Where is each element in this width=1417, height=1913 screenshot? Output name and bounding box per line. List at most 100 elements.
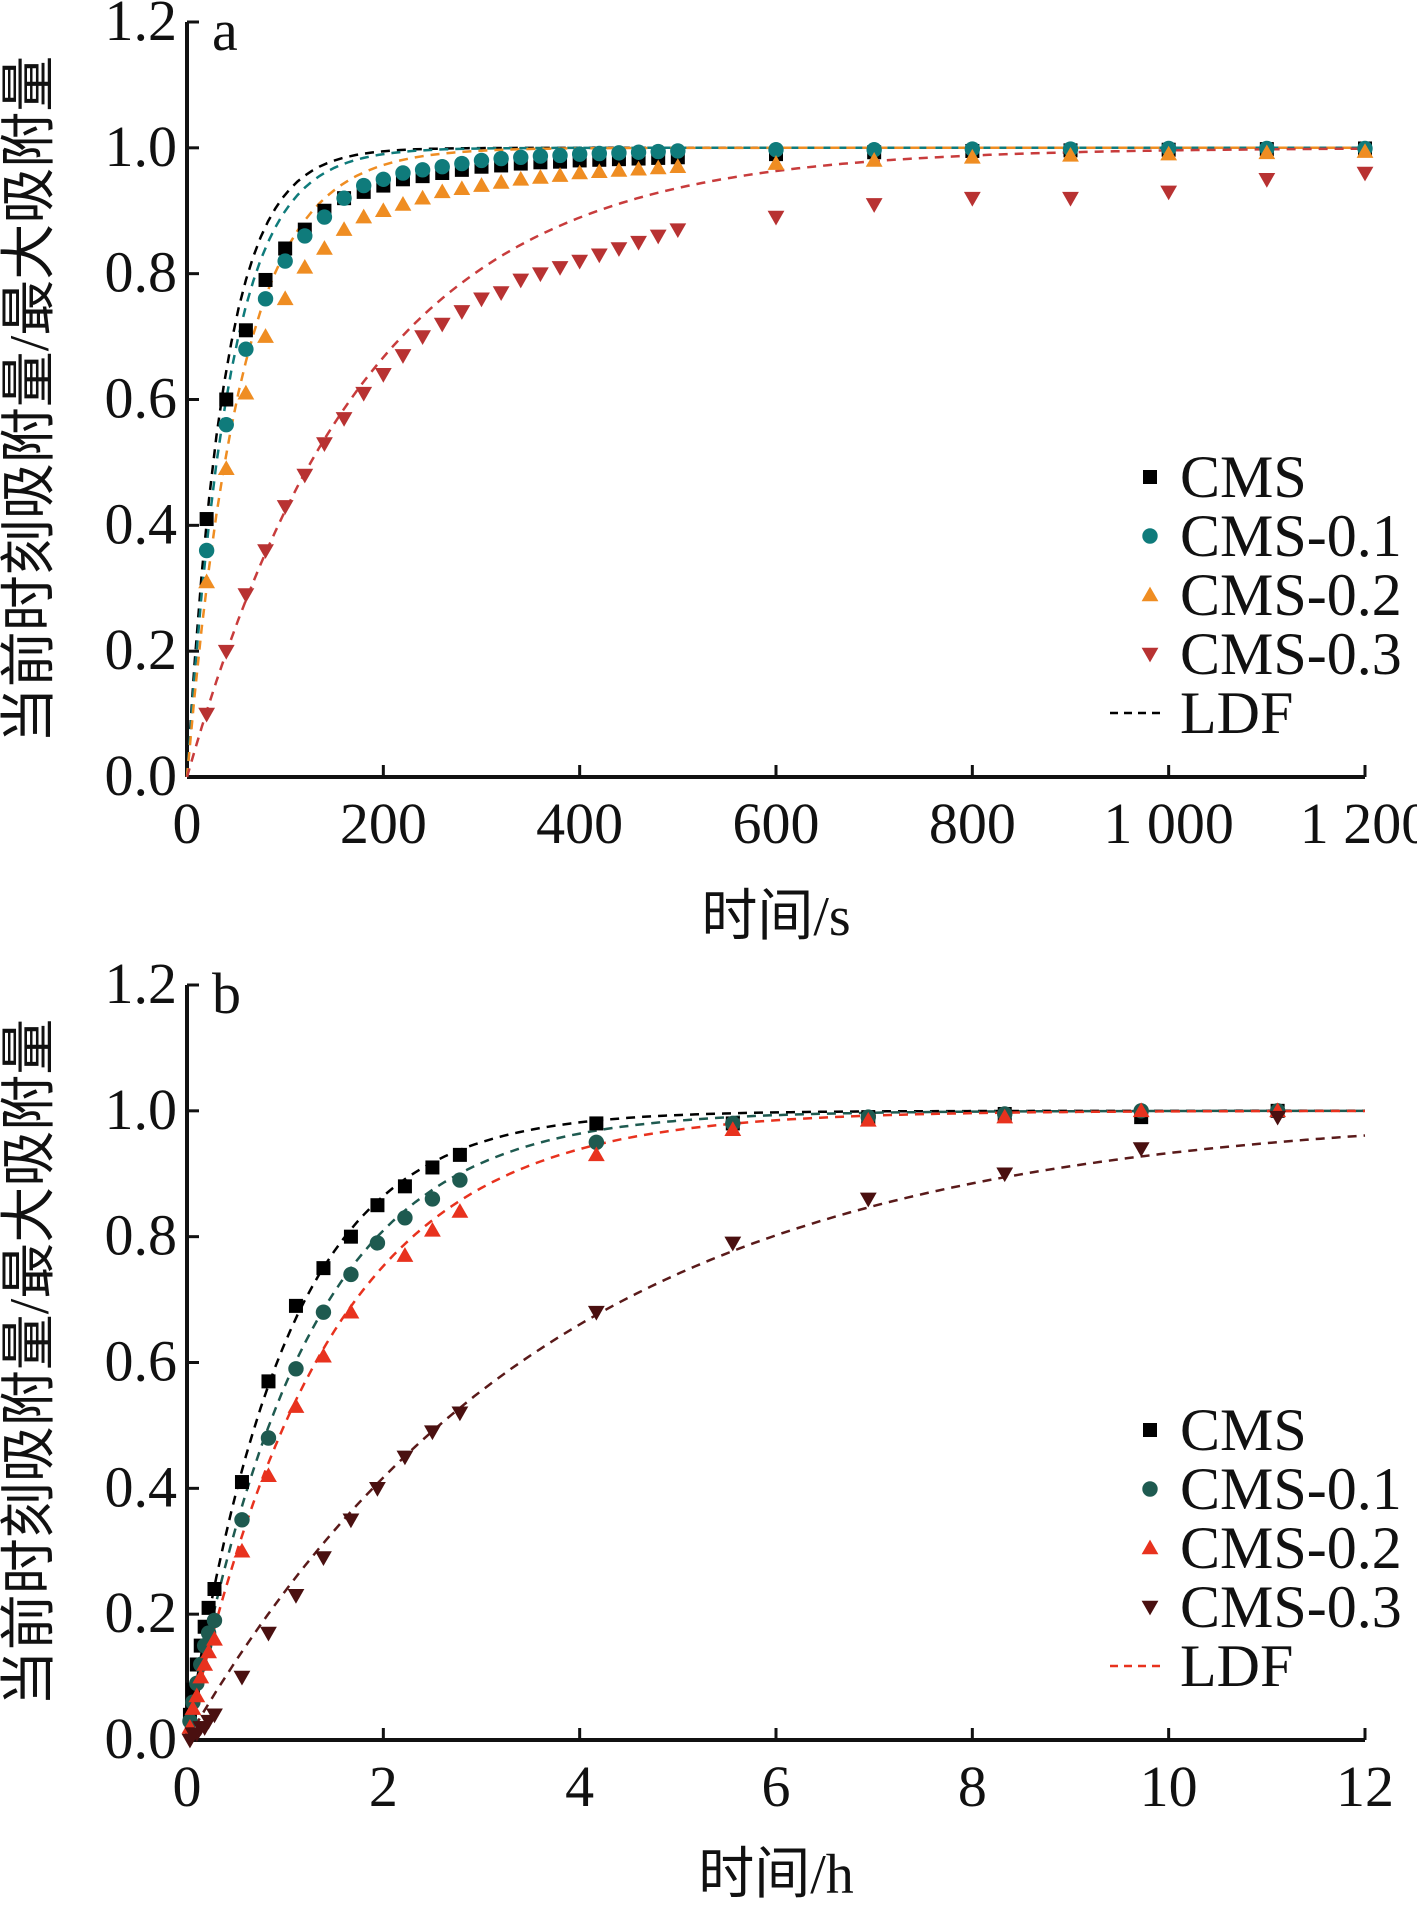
data-point-1-12 — [369, 1235, 386, 1251]
ldf-fit-line-0 — [185, 1109, 1365, 1741]
data-point-1-14 — [424, 1191, 441, 1207]
data-point-2-16 — [724, 1121, 742, 1137]
data-point-2-1 — [217, 460, 235, 476]
data-point-3-2 — [237, 588, 255, 603]
data-point-1-11 — [343, 1266, 359, 1283]
data-point-1-20 — [591, 145, 607, 162]
series-2 — [181, 1102, 1287, 1734]
data-point-3-16 — [587, 1305, 605, 1321]
data-point-2-13 — [453, 180, 471, 196]
data-point-2-9 — [287, 1398, 305, 1413]
data-point-3-27 — [963, 191, 981, 207]
data-point-3-3 — [257, 544, 274, 559]
data-point-2-21 — [610, 162, 628, 177]
data-point-3-1 — [217, 644, 235, 660]
data-point-1-10 — [315, 1304, 332, 1320]
data-point-0-0 — [199, 512, 214, 527]
data-point-1-17 — [532, 148, 549, 164]
data-point-0-16 — [589, 1116, 604, 1131]
data-point-2-8 — [355, 208, 373, 224]
series-2 — [198, 143, 1374, 589]
data-point-3-10 — [315, 1551, 332, 1566]
data-point-0-6 — [207, 1582, 222, 1596]
x-tick-label: 1 000 — [1103, 791, 1234, 856]
legend-label: CMS — [1180, 444, 1307, 510]
x-tick-label: 600 — [733, 791, 820, 856]
data-point-0-13 — [397, 1179, 412, 1194]
legend-label: CMS-0.2 — [1180, 562, 1402, 628]
data-point-3-20 — [1132, 1142, 1150, 1157]
data-point-0-7 — [234, 1475, 249, 1490]
x-tick-label: 200 — [340, 791, 427, 856]
data-point-1-7 — [336, 190, 352, 206]
data-point-1-9 — [375, 171, 392, 187]
data-point-0-12 — [370, 1198, 385, 1213]
data-point-3-21 — [610, 242, 628, 257]
x-tick-label: 6 — [762, 1754, 791, 1819]
data-point-2-17 — [532, 169, 549, 184]
data-point-2-6 — [316, 240, 333, 255]
data-point-2-10 — [394, 196, 412, 211]
data-point-2-11 — [414, 189, 431, 205]
data-point-1-2 — [238, 341, 254, 357]
data-point-0-8 — [261, 1374, 276, 1389]
data-point-3-26 — [865, 198, 883, 213]
data-point-3-31 — [1356, 166, 1374, 182]
data-point-1-0 — [198, 542, 215, 559]
data-point-3-18 — [551, 261, 569, 276]
x-tick-label: 4 — [565, 1754, 594, 1819]
series-0 — [182, 1103, 1285, 1722]
data-point-3-20 — [590, 248, 608, 264]
x-tick-label: 400 — [536, 791, 623, 856]
data-point-3-22 — [630, 235, 647, 251]
data-point-3-15 — [492, 286, 510, 301]
data-point-0-9 — [288, 1298, 303, 1313]
data-point-0-15 — [452, 1147, 467, 1162]
ldf-fit-line-3 — [185, 1134, 1366, 1741]
legend-marker — [1143, 470, 1157, 484]
data-point-3-29 — [1160, 185, 1178, 201]
data-point-1-1 — [218, 416, 234, 433]
data-point-3-19 — [996, 1167, 1014, 1183]
data-point-1-25 — [768, 142, 784, 158]
data-point-3-5 — [296, 468, 314, 484]
x-tick-label: 800 — [929, 791, 1016, 856]
ldf-fit-line-2 — [185, 1109, 1365, 1741]
data-point-3-6 — [316, 437, 333, 452]
data-point-2-24 — [669, 158, 687, 174]
data-point-2-23 — [649, 159, 667, 175]
series-1 — [182, 1103, 1286, 1729]
data-point-1-21 — [611, 145, 627, 161]
data-point-1-16 — [513, 149, 529, 165]
data-point-2-2 — [188, 1687, 206, 1703]
data-point-3-12 — [369, 1482, 386, 1497]
y-tick-label: 1.2 — [105, 951, 178, 1016]
legend-marker — [1141, 586, 1159, 602]
data-point-2-3 — [192, 1668, 210, 1684]
data-point-2-8 — [260, 1467, 277, 1483]
data-point-2-19 — [571, 164, 589, 180]
y-tick-label: 0.2 — [105, 1580, 178, 1645]
data-point-2-30 — [1258, 144, 1276, 160]
data-point-3-30 — [1258, 172, 1276, 188]
y-tick-label: 1.0 — [105, 114, 178, 179]
legend-label: CMS-0.3 — [1180, 1574, 1402, 1640]
legend-marker — [1142, 528, 1158, 544]
x-axis-title: 时间/h — [698, 1844, 854, 1906]
data-point-2-14 — [473, 177, 490, 192]
data-point-1-14 — [473, 152, 490, 169]
panel-b-chart: 0.0 0.2 0.4 0.6 0.8 1.0 1.2 0 2 4 6 8 10 12 b 时间/h 当前时刻吸… — [0, 951, 1402, 1906]
legend-label: CMS-0.1 — [1180, 1456, 1402, 1522]
data-point-3-0 — [198, 707, 216, 723]
data-point-1-18 — [552, 147, 568, 164]
data-point-2-15 — [492, 174, 510, 189]
panel-label: b — [212, 961, 241, 1026]
data-point-1-23 — [650, 143, 666, 160]
x-tick-label: 0 — [173, 791, 202, 856]
legend-label: CMS-0.2 — [1180, 1515, 1402, 1581]
ldf-fit-line-3 — [185, 147, 1365, 778]
y-axis-title: 当前时刻吸附量/最大吸附量 — [0, 56, 61, 744]
data-point-2-0 — [198, 573, 216, 589]
data-point-0-14 — [425, 1160, 440, 1175]
